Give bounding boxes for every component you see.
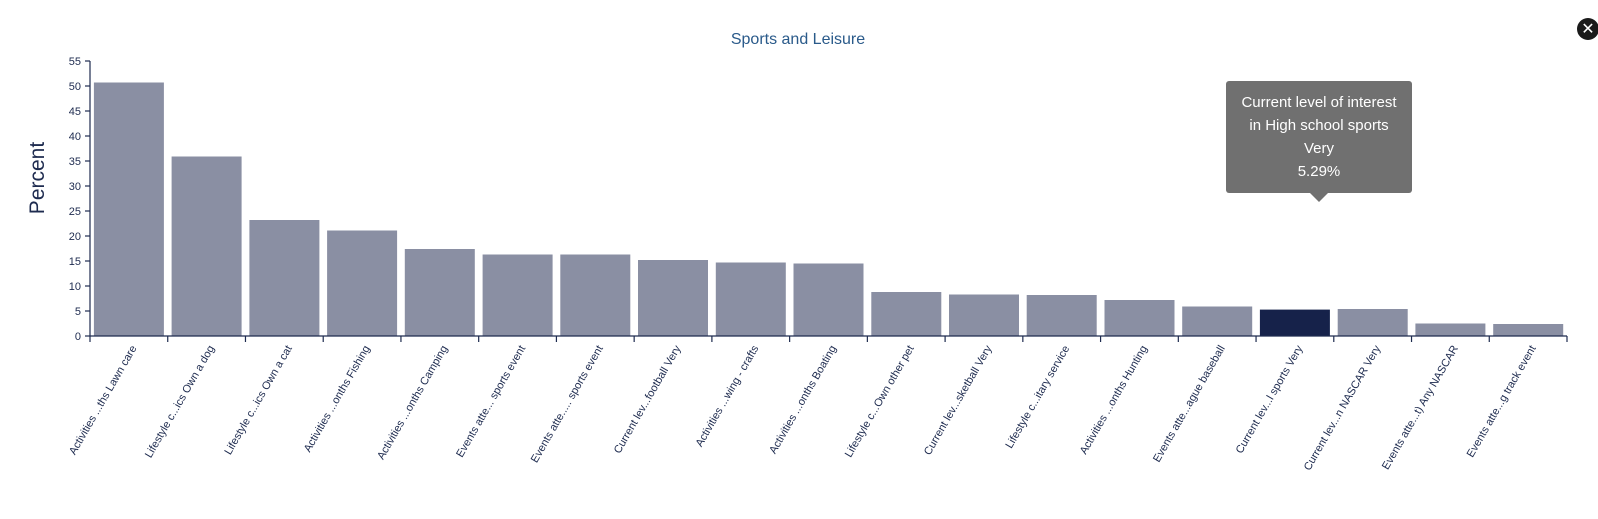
- bar[interactable]: [171, 156, 242, 337]
- x-tick-label: Events atte... sports event: [454, 344, 528, 460]
- y-axis-label: Percent: [26, 142, 49, 215]
- x-tick-label: Events atte...t) Any NASCAR: [1380, 343, 1461, 471]
- bar[interactable]: [404, 249, 475, 336]
- x-tick-label: Events atte...g track event: [1465, 344, 1539, 460]
- bar[interactable]: [1415, 323, 1486, 337]
- x-tick-label: Activities ...ths Lawn care: [67, 344, 139, 457]
- y-tick-label: 25: [69, 206, 81, 218]
- close-icon[interactable]: ✕: [1581, 19, 1595, 38]
- x-tick-label: Current lev...n NASCAR Very: [1302, 343, 1384, 473]
- x-tick-label: Events atte...ague baseball: [1151, 344, 1228, 465]
- x-tick-label: Activities ...onths Fishing: [302, 344, 373, 455]
- bar[interactable]: [1182, 306, 1253, 337]
- bar[interactable]: [560, 254, 631, 337]
- bar[interactable]: [1259, 309, 1330, 336]
- bar-tooltip: Current level of interest in High school…: [1226, 81, 1412, 202]
- x-tick-label: Lifestyle c...ics Own a dog: [143, 344, 217, 461]
- bar[interactable]: [93, 82, 164, 337]
- x-tick-label: Current lev...sketball Very: [922, 343, 995, 457]
- y-tick-label: 45: [69, 106, 81, 118]
- x-tick-label: Activities ...wing - crafts: [694, 343, 762, 449]
- bar[interactable]: [871, 292, 942, 336]
- x-axis: Activities ...ths Lawn care Lifestyle c..…: [67, 335, 1568, 473]
- tooltip-value: 5.29%: [1297, 163, 1341, 180]
- y-tick-label: 50: [69, 81, 81, 93]
- y-tick-label: 5: [75, 306, 81, 318]
- x-tick-label: Activities ...onths Boating: [767, 344, 839, 456]
- bar[interactable]: [1337, 309, 1408, 336]
- y-tick-label: 15: [69, 256, 81, 268]
- bar[interactable]: [949, 294, 1019, 337]
- bar[interactable]: [1493, 324, 1564, 336]
- bar[interactable]: [638, 260, 708, 336]
- x-tick-label: Lifestyle c...itary service: [1004, 344, 1073, 451]
- bars-group: [93, 82, 1564, 337]
- tooltip-label: Current level of interest in High school…: [1241, 94, 1397, 157]
- bar[interactable]: [482, 254, 553, 337]
- bar[interactable]: [1026, 295, 1097, 336]
- bar[interactable]: [327, 230, 398, 337]
- close-button[interactable]: ✕: [1577, 18, 1598, 40]
- bar[interactable]: [793, 263, 864, 337]
- y-axis: 0 5 10 15 20 25 30 35 40 45 50 55: [69, 56, 91, 343]
- bar[interactable]: [249, 220, 320, 336]
- y-tick-label: 0: [75, 331, 81, 343]
- x-tick-label: Activities ...onths Camping: [375, 344, 450, 462]
- x-tick-label: Lifestyle c...Own other pet: [843, 343, 917, 459]
- x-tick-label: Current lev...l sports Very: [1234, 343, 1306, 456]
- y-tick-label: 35: [69, 156, 81, 168]
- y-tick-label: 10: [69, 281, 81, 293]
- y-tick-label: 55: [69, 56, 81, 68]
- y-tick-label: 40: [69, 131, 81, 143]
- x-tick-label: Current lev...football Very: [612, 343, 684, 456]
- x-tick-label: Events atte..... sports event: [529, 344, 606, 465]
- y-tick-label: 20: [69, 231, 81, 243]
- chart-title: Sports and Leisure: [731, 31, 865, 48]
- bar[interactable]: [1104, 300, 1175, 336]
- bar[interactable]: [715, 262, 786, 337]
- y-tick-label: 30: [69, 181, 81, 193]
- x-tick-label: Activities ...onths Hunting: [1078, 344, 1150, 457]
- x-tick-label: Lifestyle c...ics Own a cat: [222, 344, 294, 457]
